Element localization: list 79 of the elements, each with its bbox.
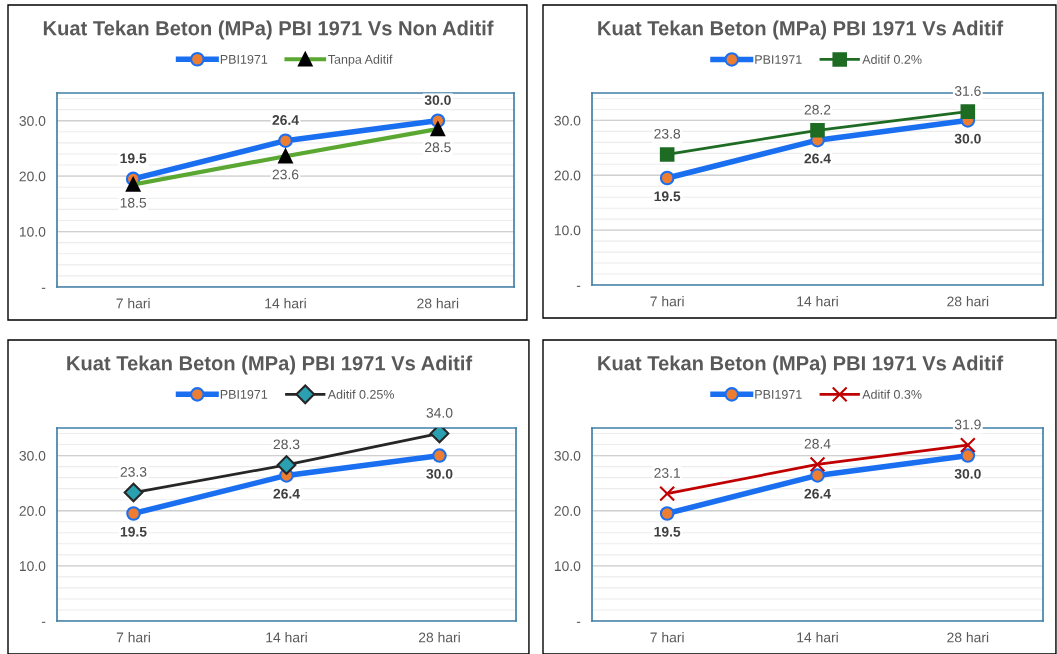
y-tick-label: 30.0 (19, 450, 46, 461)
point (659, 147, 675, 162)
x-tick-label: 14 hari (265, 298, 306, 309)
data-label: 19.5 (654, 526, 681, 537)
x-tick-label: 14 hari (266, 632, 307, 643)
y-tick-label: 20.0 (554, 170, 581, 181)
chart-title: Kuat Tekan Beton (MPa) PBI 1971 Vs Non Aditif (43, 20, 494, 40)
data-label: 30.0 (954, 468, 981, 479)
point (432, 448, 447, 463)
data-label: 28.5 (425, 142, 451, 153)
x-tick-label: 14 hari (797, 632, 838, 643)
y-tick-label: 20.0 (19, 506, 46, 516)
data-label: 31.9 (954, 419, 981, 430)
x-tick-label: 28 hari (947, 632, 989, 643)
chart-title: Kuat Tekan Beton (MPa) PBI 1971 Vs Aditif (598, 20, 1004, 40)
x-tick-label: 28 hari (417, 298, 459, 309)
x-tick-label: 14 hari (797, 296, 838, 307)
data-label: 26.4 (273, 488, 300, 499)
y-tick-label: 10.0 (554, 561, 581, 572)
data-label: 34.0 (426, 407, 453, 418)
legend-label: Aditif 0.3% (862, 389, 922, 399)
y-tick-label: - (576, 285, 581, 287)
y-tick-label: 20.0 (19, 171, 46, 182)
legend-label: Tanpa Aditif (328, 54, 393, 67)
data-label: 23.3 (120, 466, 147, 477)
point (810, 123, 825, 138)
chart-title: Kuat Tekan Beton (MPa) PBI 1971 Vs Aditif (598, 355, 1004, 375)
y-tick-label: - (41, 621, 46, 623)
data-label: 23.6 (272, 169, 299, 180)
data-label: 19.5 (654, 191, 681, 202)
data-label: 23.8 (654, 128, 681, 139)
y-tick-label: 30.0 (554, 450, 581, 461)
data-label: 18.5 (120, 197, 147, 208)
data-label: 30.0 (426, 468, 453, 479)
data-label: 30.0 (424, 95, 451, 106)
point (659, 506, 675, 521)
legend-label: PBI1971 (755, 55, 802, 64)
point (960, 448, 976, 463)
legend-label: Aditif 0.25% (327, 389, 395, 399)
point (959, 437, 976, 454)
x-tick-label: 7 hari (116, 298, 150, 309)
x-tick-label: 7 hari (116, 632, 150, 643)
legend-label: PBI1971 (220, 389, 268, 399)
data-label: 26.4 (272, 115, 299, 125)
data-label: 26.4 (804, 153, 831, 164)
y-tick-label: 10.0 (19, 561, 46, 572)
y-tick-label: 10.0 (19, 226, 46, 237)
point (126, 506, 141, 521)
y-tick-label: 20.0 (554, 506, 581, 516)
data-label: 19.5 (120, 526, 147, 537)
data-label: 31.6 (954, 86, 981, 96)
data-label: 30.0 (954, 133, 981, 144)
x-tick-label: 7 hari (650, 296, 684, 307)
point (810, 468, 825, 483)
y-tick-label: 30.0 (554, 115, 581, 126)
point (960, 104, 976, 119)
y-tick-label: 30.0 (19, 116, 46, 126)
legend-label: PBI1971 (755, 389, 802, 399)
data-label: 28.2 (804, 104, 831, 115)
point (659, 485, 676, 502)
x-tick-label: 28 hari (418, 632, 460, 643)
x-tick-label: 7 hari (650, 632, 684, 643)
y-tick-label: - (41, 287, 46, 289)
data-label: 28.3 (273, 439, 300, 450)
data-label: 19.5 (120, 153, 147, 164)
chart-title: Kuat Tekan Beton (MPa) PBI 1971 Vs Aditif (67, 355, 473, 375)
data-label: 23.1 (654, 468, 681, 478)
point (659, 170, 675, 186)
point (276, 455, 297, 475)
y-tick-label: - (576, 621, 581, 623)
legend-label: Aditif 0.2% (862, 54, 922, 64)
legend-label: PBI1971 (220, 54, 268, 64)
data-label: 26.4 (804, 488, 831, 499)
point (123, 482, 144, 503)
point (278, 133, 293, 148)
point (809, 456, 826, 473)
y-tick-label: 10.0 (554, 225, 581, 236)
data-label: 28.4 (804, 438, 831, 449)
x-tick-label: 28 hari (947, 296, 989, 307)
